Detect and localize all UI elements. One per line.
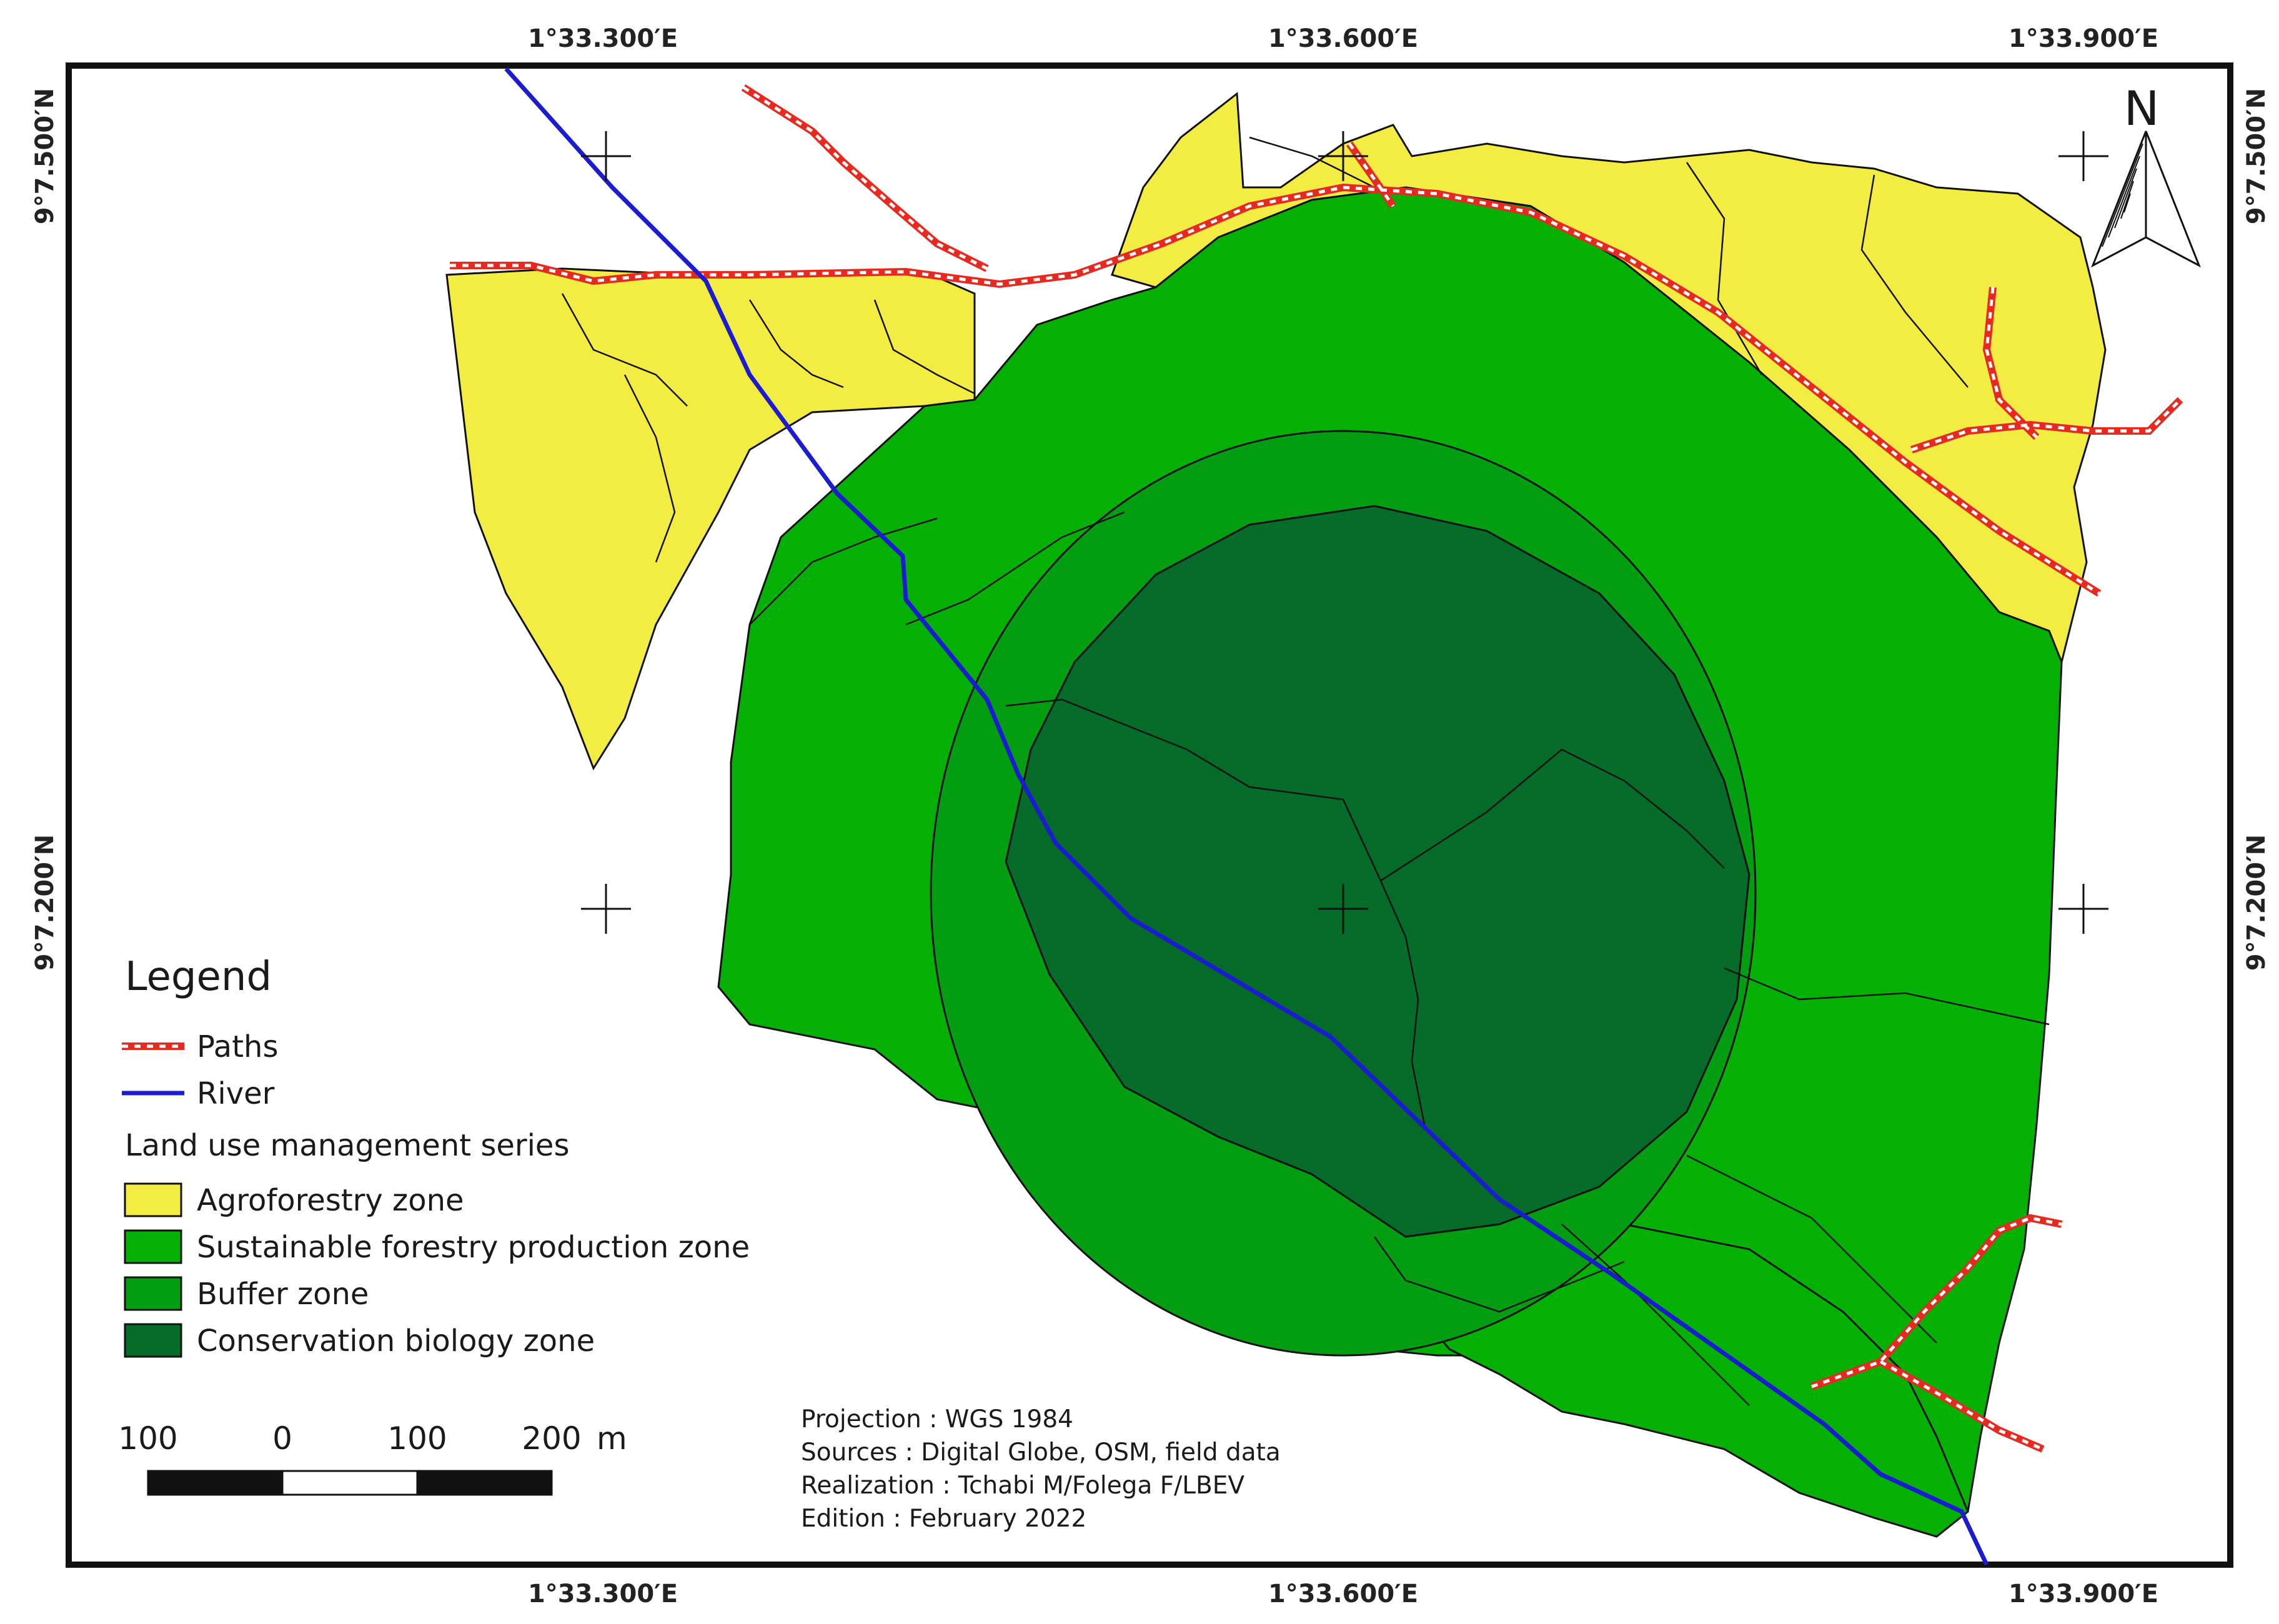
map-metadata: Projection : WGS 1984 Sources : Digital … [801,1405,1281,1533]
right-coord-label-1: 9°7.500′N [2242,88,2271,224]
scale-label-4: 200 [522,1420,581,1457]
legend-agroforestry-swatch [124,1182,182,1217]
sources-text: Sources : Digital Globe, OSM, field data [801,1438,1281,1467]
parcel-boundaries [561,136,2050,1406]
projection-text: Projection : WGS 1984 [801,1405,1073,1433]
legend-paths-label: Paths [197,1029,278,1064]
bottom-coord-label-1: 1°33.300′E [528,1580,678,1608]
realization-text: Realization : Tchabi M/Folega F/LBEV [801,1472,1244,1500]
legend-sustainable-label: Sustainable forestry production zone [197,1230,750,1265]
edition-text: Edition : February 2022 [801,1505,1086,1533]
legend-buffer-swatch [124,1276,182,1311]
scale-label-3: 100 [387,1420,447,1457]
top-coord-label-1: 1°33.300′E [528,24,678,53]
scale-unit: m [597,1420,627,1457]
north-label: N [2124,81,2160,136]
conservation-biology-zone [1005,505,1750,1238]
scale-label-2: 0 [272,1420,292,1457]
legend-title: Legend [125,954,272,1000]
river-line [504,67,1989,1566]
left-coord-label-1: 9°7.500′N [31,88,59,224]
right-coord-label-2: 9°7.200′N [2242,834,2271,971]
top-coord-label-3: 1°33.900′E [2008,24,2158,53]
legend-agroforestry-label: Agroforestry zone [197,1183,464,1218]
legend: Legend Paths River Land use management s… [122,954,750,1359]
bottom-coord-label-2: 1°33.600′E [1268,1580,1418,1608]
legend-conservation-label: Conservation biology zone [197,1324,595,1359]
legend-conservation-swatch [124,1323,182,1358]
graticule-crosses [581,131,2108,934]
scale-bar: 100 0 100 200 m [118,1420,627,1496]
legend-buffer-label: Buffer zone [197,1277,369,1312]
legend-series-title: Land use management series [125,1128,569,1163]
north-arrow: N [2091,81,2201,268]
legend-river-label: River [197,1076,275,1111]
legend-sustainable-swatch [124,1229,182,1264]
scale-label-1: 100 [118,1420,177,1457]
paths-layer [450,84,2183,1453]
bottom-coord-label-3: 1°33.900′E [2008,1580,2158,1608]
left-coord-label-2: 9°7.200′N [31,834,59,971]
top-coord-label-2: 1°33.600′E [1268,24,1418,53]
